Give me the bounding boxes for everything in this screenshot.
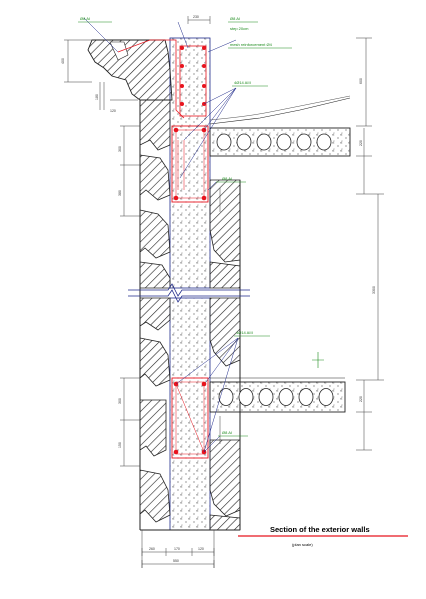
leader-lines — [83, 17, 239, 453]
upper-ring-beam — [171, 125, 209, 203]
dimension-lines — [64, 16, 384, 568]
wall-core — [169, 37, 211, 531]
dim-ring-beam-lower: 300 — [118, 398, 122, 404]
dim-right-slab: 220 — [359, 140, 363, 146]
dim-upper-left: 180 — [95, 94, 99, 100]
dim-bottom-1: 260 — [149, 547, 155, 551]
dim-lower-left-2: 150 — [118, 442, 122, 448]
label-ring-beam-lower: 4Ø14 AIII — [236, 330, 253, 335]
annotation-labels: Ø8 AI Ø8 AI step 20cm mesh reinforcement… — [78, 16, 292, 437]
wall-outline — [139, 100, 241, 531]
title-block: Section of the exterior walls (plan scal… — [238, 525, 408, 547]
dim-right-floor: 3300 — [372, 286, 376, 294]
lower-ring-beam — [171, 377, 209, 459]
label-mesh: mesh reinforcement Ø4 — [230, 42, 273, 47]
label-top-left-rebar: Ø8 AI — [80, 16, 90, 21]
section-title: Section of the exterior walls — [270, 525, 370, 534]
dim-total-width: 550 — [173, 559, 179, 563]
dim-bottom-2: 170 — [174, 547, 180, 551]
dim-top-width: 230 — [193, 15, 199, 19]
label-beam-bottom-upper: Ø8 AI — [222, 176, 232, 181]
dim-lower-left: 380 — [118, 190, 122, 196]
dim-bottom-3: 120 — [198, 547, 204, 551]
dim-right-top: 600 — [359, 78, 363, 84]
label-beam-bottom-lower: Ø8 AI — [222, 430, 232, 435]
dim-cornice-height: 400 — [61, 58, 65, 64]
label-top-right-rebar: Ø8 AI — [230, 16, 240, 21]
break-line — [128, 283, 250, 303]
masonry-right — [209, 179, 241, 531]
section-scale: (plan scale) — [292, 542, 313, 547]
lower-floor-slab — [209, 352, 346, 413]
dimension-texts: 400 230 180 120 300 380 300 150 600 220 … — [61, 15, 376, 563]
cornice-rebar — [117, 39, 207, 119]
upper-floor-slab — [209, 95, 351, 157]
masonry-left — [139, 99, 171, 523]
dim-right-lower-slab: 220 — [359, 396, 363, 402]
dim-ring-beam: 300 — [118, 146, 122, 152]
label-ring-beam-upper: 4Ø14 AIII — [234, 80, 251, 85]
cornice — [87, 39, 173, 101]
label-stirrup: step 20cm — [230, 26, 249, 31]
dim-upper-left-2: 120 — [110, 109, 116, 113]
